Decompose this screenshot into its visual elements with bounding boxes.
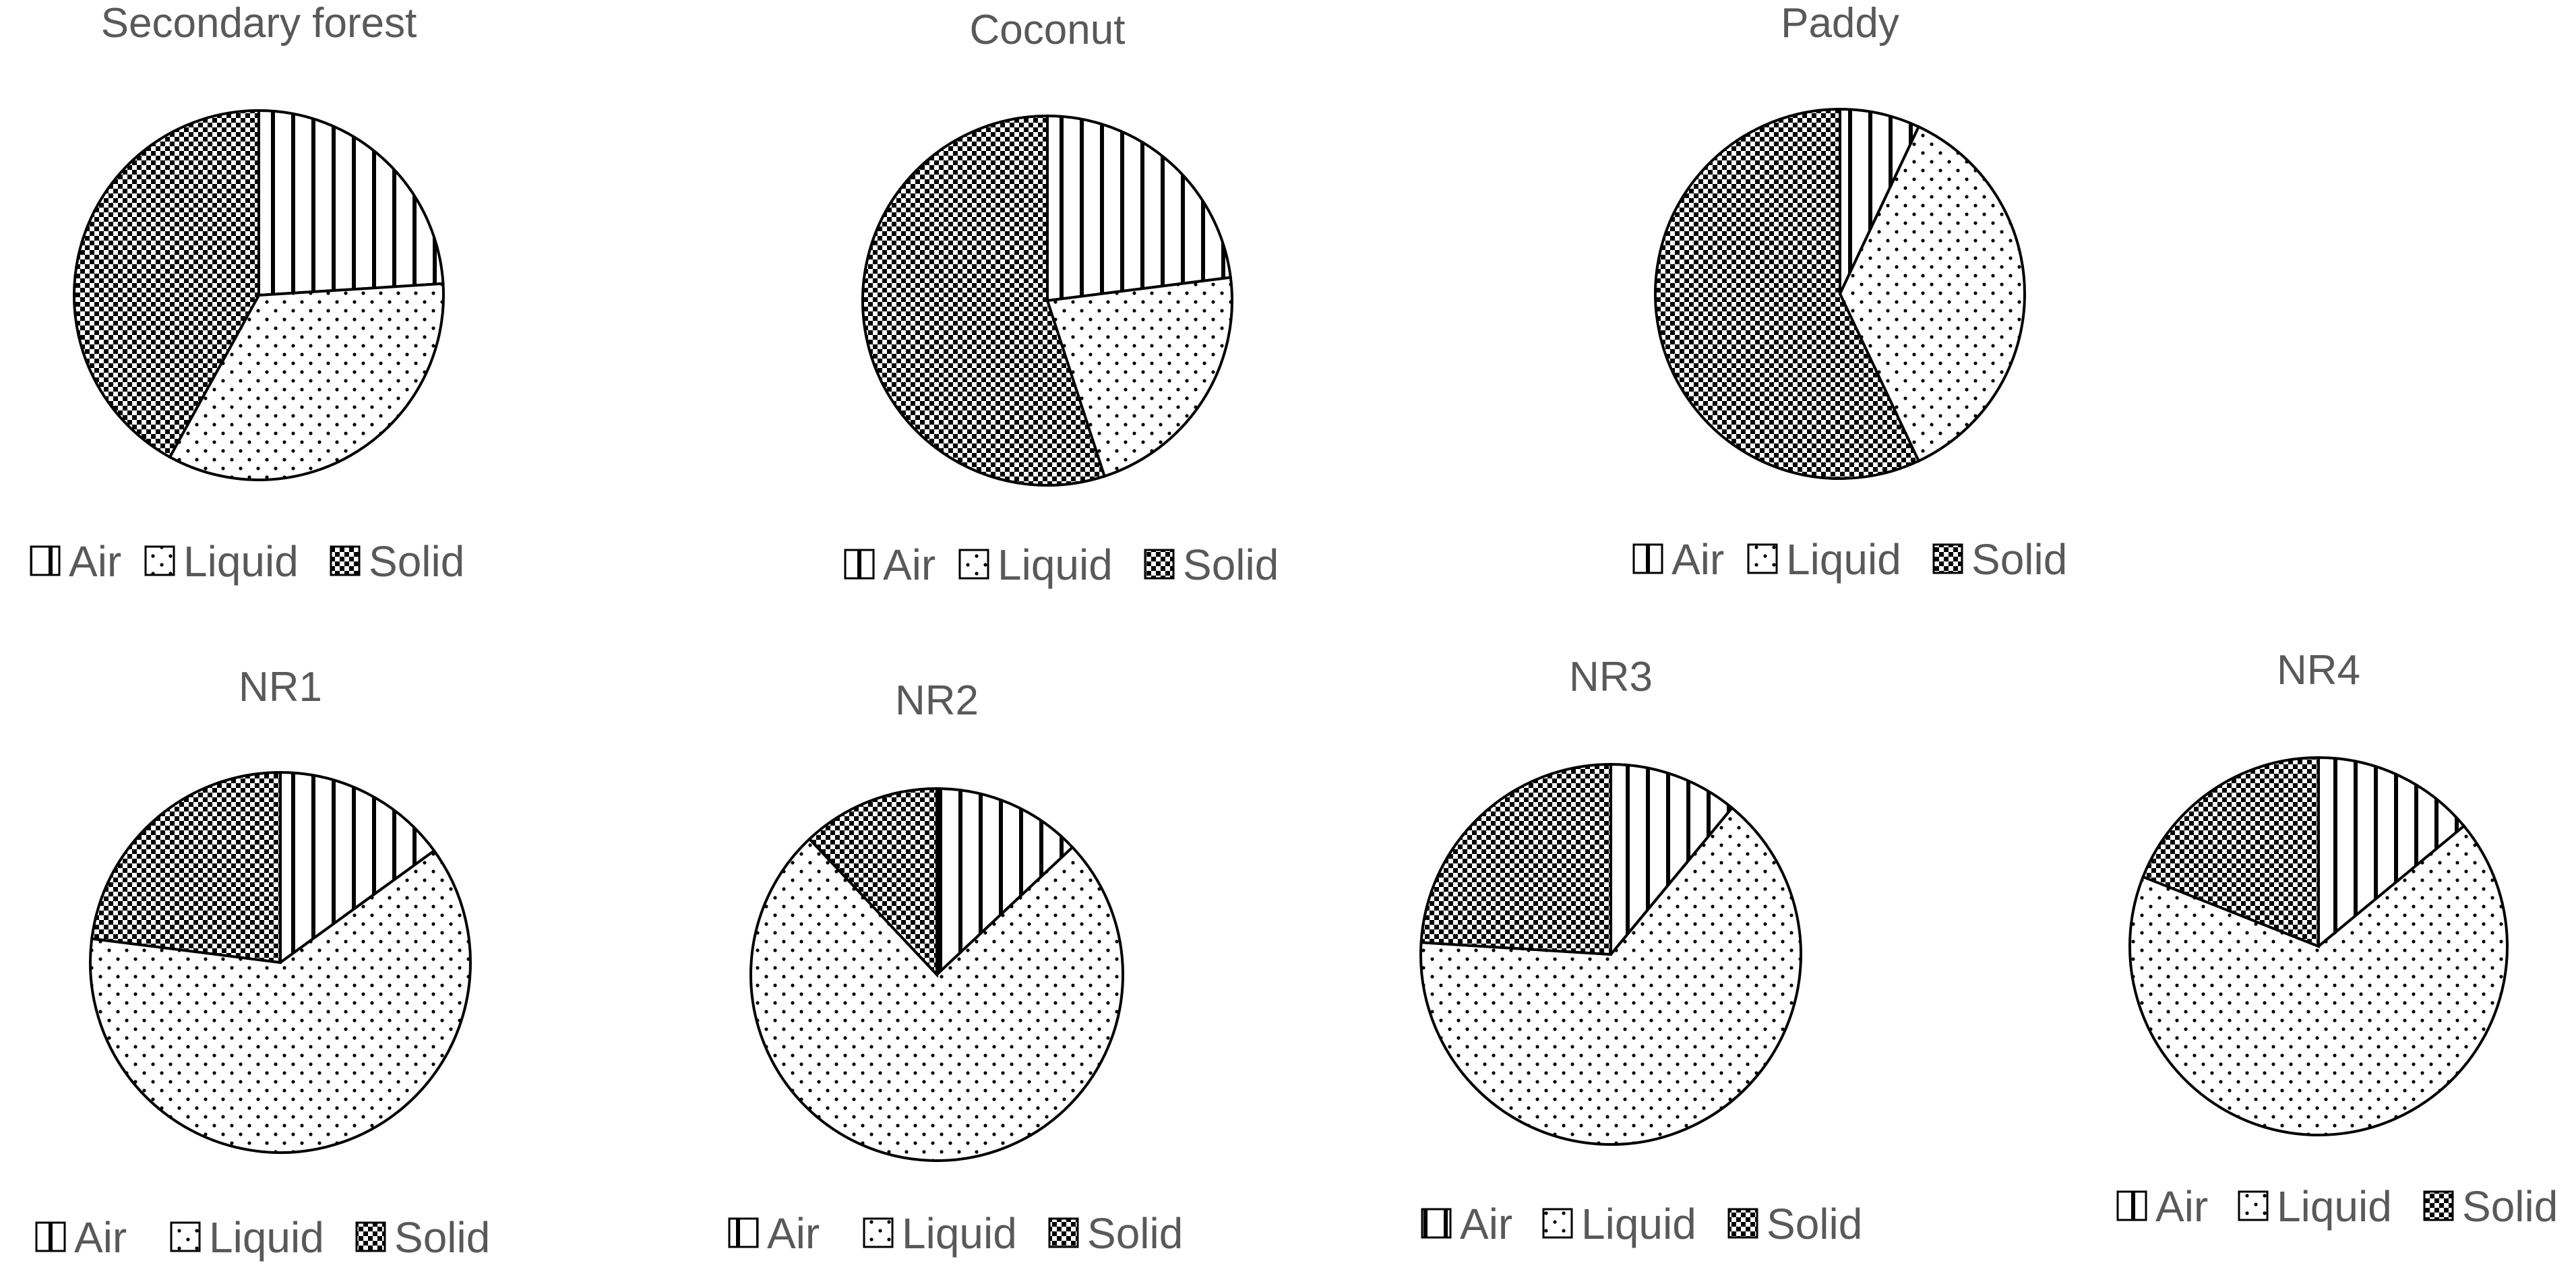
legend-label-air: Air — [1460, 1200, 1512, 1248]
legend: Air Liquid Solid — [1632, 535, 2067, 584]
legend-swatch-liquid — [170, 1221, 201, 1252]
chart-title: NR4 — [2277, 647, 2360, 694]
legend-swatch-liquid — [958, 549, 989, 580]
legend: Air Liquid Solid — [30, 537, 464, 586]
pie-slice-solid — [73, 109, 260, 459]
legend-swatch-solid — [1144, 549, 1175, 580]
chart-title: NR3 — [1569, 654, 1653, 700]
chart-title: NR1 — [239, 664, 322, 710]
legend-label-liquid: Liquid — [183, 537, 299, 586]
legend-label-air: Air — [69, 537, 121, 586]
pie-chart-5: NR2 Air Liquid Solid — [728, 677, 1183, 1258]
legend: Air Liquid Solid — [1421, 1200, 1862, 1248]
legend: Air Liquid Solid — [35, 1213, 490, 1262]
legend-swatch-liquid — [1542, 1208, 1573, 1239]
legend-label-liquid: Liquid — [1786, 535, 1901, 584]
pie-slice-liquid — [749, 836, 1124, 1162]
legend-label-air: Air — [767, 1209, 820, 1258]
legend-label-solid: Solid — [1971, 535, 2067, 584]
legend-label-air: Air — [1672, 535, 1724, 584]
pie-slice-air — [2317, 756, 2466, 950]
legend-swatch-liquid — [144, 545, 175, 576]
legend-label-liquid: Liquid — [2277, 1182, 2392, 1231]
legend-label-solid: Solid — [1087, 1209, 1183, 1258]
legend-swatch-air — [844, 549, 875, 580]
pie-slice-liquid — [2128, 824, 2509, 1136]
legend-label-solid: Solid — [369, 537, 464, 586]
pie-chart-2: Coconut Air Liquid Solid — [844, 7, 1279, 589]
legend-label-liquid: Liquid — [998, 541, 1113, 589]
legend-label-solid: Solid — [1767, 1200, 1862, 1248]
pie-slice-liquid — [1838, 125, 2026, 463]
legend-label-liquid: Liquid — [1581, 1200, 1696, 1248]
legend-swatch-solid — [355, 1221, 386, 1252]
chart-title: Paddy — [1781, 0, 1899, 47]
legend-swatch-solid — [1727, 1208, 1758, 1239]
pie-chart-6: NR3 Air Liquid Solid — [1419, 654, 1862, 1248]
legend: Air Liquid Solid — [2116, 1182, 2558, 1231]
legend-swatch-solid — [1048, 1217, 1079, 1248]
legend-label-air: Air — [883, 541, 936, 589]
pie-chart-4: NR1 Air Liquid Solid — [35, 664, 490, 1262]
pie-slice-air — [1046, 114, 1233, 303]
legend-swatch-air — [1632, 543, 1663, 574]
legend-label-air: Air — [74, 1213, 127, 1262]
pie-slice-air — [279, 770, 436, 965]
legend-swatch-air — [30, 545, 61, 576]
legend-swatch-solid — [330, 545, 361, 576]
legend-label-liquid: Liquid — [209, 1213, 324, 1262]
pie-slice-solid — [1419, 762, 1612, 956]
legend-swatch-solid — [1932, 543, 1963, 574]
legend-label-solid: Solid — [1183, 541, 1279, 589]
legend-swatch-air — [2116, 1190, 2147, 1221]
legend-label-solid: Solid — [394, 1213, 490, 1262]
pie-chart-1: Secondary forest Air Liquid Solid — [30, 0, 464, 586]
legend-swatch-air — [728, 1217, 759, 1248]
legend-swatch-liquid — [1747, 543, 1778, 574]
pie-slice-solid — [1654, 107, 1921, 480]
legend: Air Liquid Solid — [728, 1209, 1183, 1258]
chart-title: NR2 — [895, 677, 979, 724]
pie-slice-solid — [807, 787, 938, 979]
pie-chart-7: NR4 Air Liquid Solid — [2116, 647, 2558, 1231]
pie-slice-liquid — [1419, 805, 1802, 1146]
pie-slice-solid — [90, 770, 282, 964]
pie-slice-liquid — [89, 849, 472, 1154]
pie-slice-liquid — [1045, 276, 1233, 479]
legend-label-air: Air — [2155, 1182, 2208, 1231]
legend-swatch-liquid — [2238, 1190, 2269, 1221]
pie-slice-air — [936, 787, 1075, 978]
pie-slice-solid — [2141, 756, 2320, 948]
pie-chart-3: Paddy Air Liquid Solid — [1632, 0, 2067, 584]
pie-slice-air — [257, 109, 445, 297]
pie-slice-solid — [861, 114, 1107, 487]
legend-swatch-air — [1421, 1208, 1452, 1239]
pie-slice-air — [1609, 762, 1734, 958]
pie-slice-air — [1839, 107, 1921, 295]
legend-label-liquid: Liquid — [902, 1209, 1017, 1258]
legend-swatch-air — [35, 1221, 66, 1252]
legend-label-solid: Solid — [2462, 1182, 2558, 1231]
legend-swatch-solid — [2423, 1190, 2454, 1221]
chart-title: Coconut — [970, 7, 1126, 53]
legend: Air Liquid Solid — [844, 541, 1279, 589]
chart-title: Secondary forest — [101, 0, 417, 47]
legend-swatch-liquid — [863, 1217, 894, 1248]
